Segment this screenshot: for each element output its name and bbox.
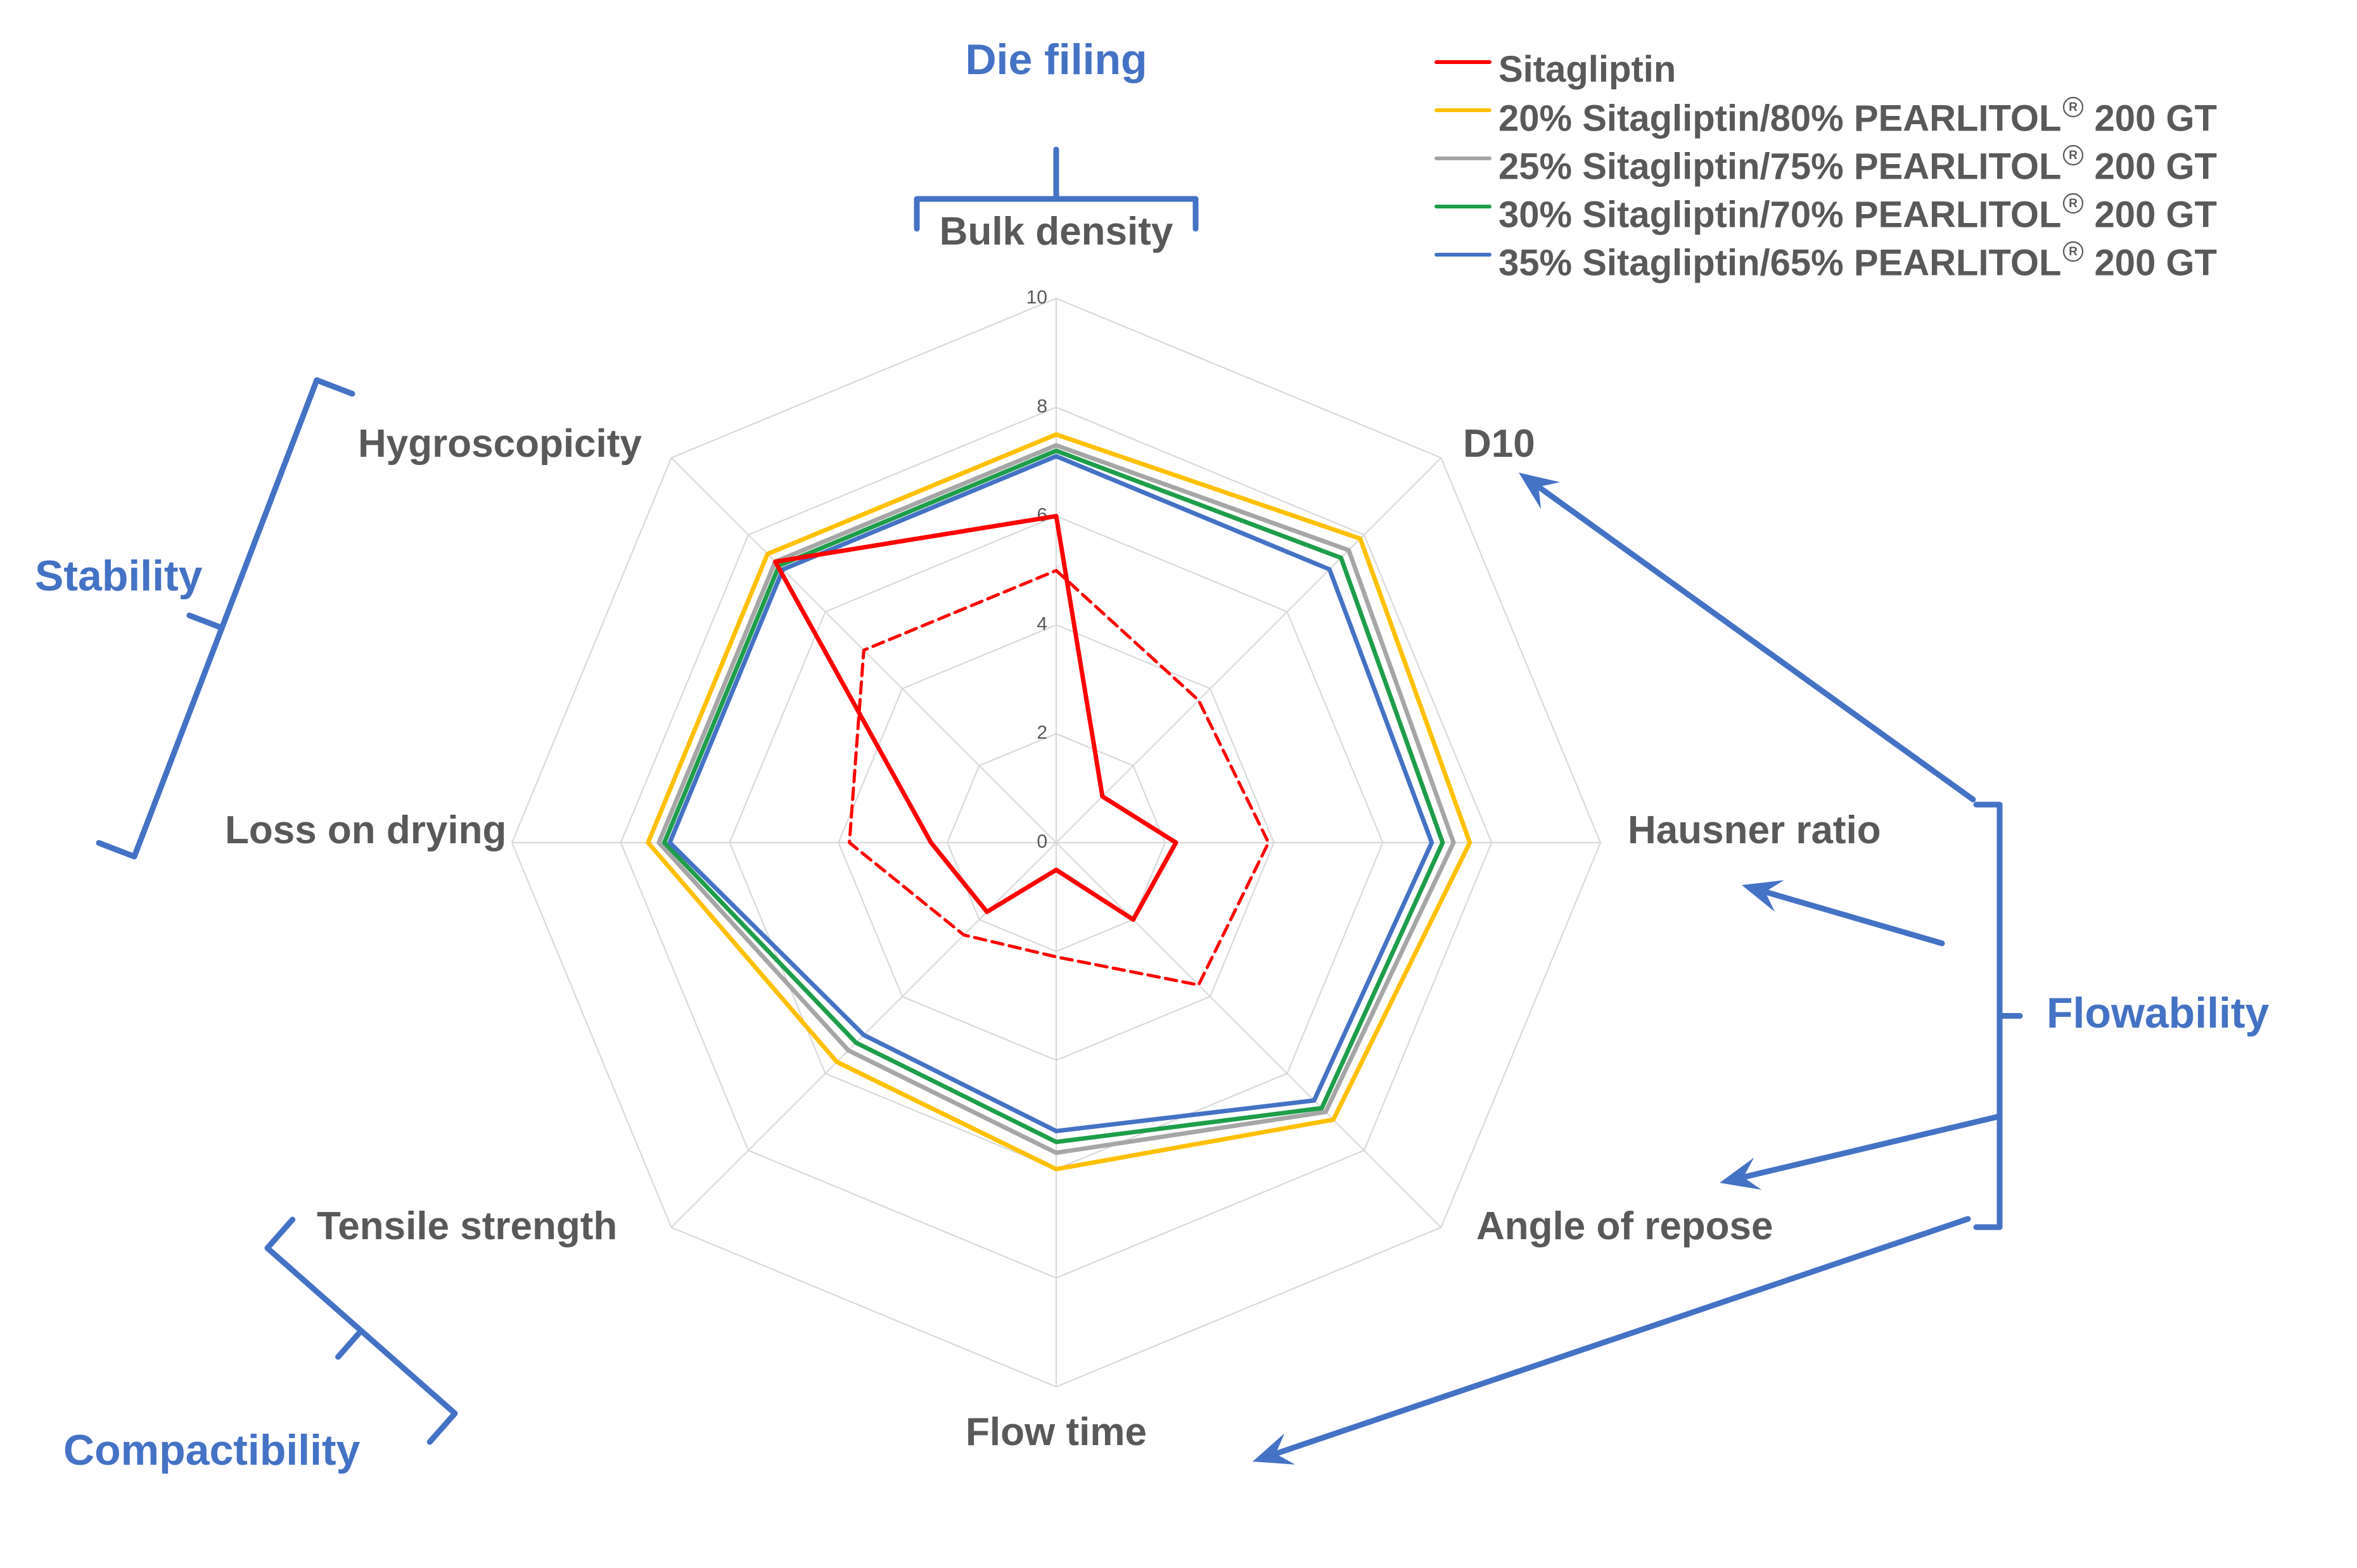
svg-text:R: R xyxy=(2069,101,2078,114)
svg-text:R: R xyxy=(2069,149,2078,162)
svg-text:6: 6 xyxy=(1037,505,1047,526)
svg-text:10: 10 xyxy=(1026,287,1047,308)
svg-text:2: 2 xyxy=(1037,722,1047,743)
svg-text:4: 4 xyxy=(1037,613,1047,634)
svg-text:8: 8 xyxy=(1037,396,1047,417)
svg-text:R: R xyxy=(2069,245,2078,258)
svg-text:0: 0 xyxy=(1037,831,1047,852)
svg-text:R: R xyxy=(2069,197,2078,210)
